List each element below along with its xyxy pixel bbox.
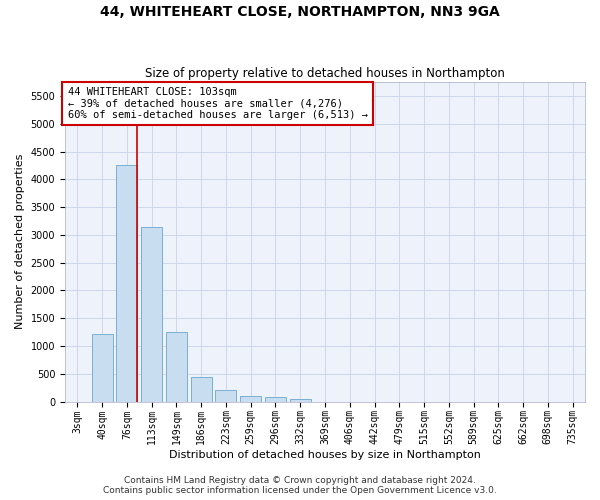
- Text: 44 WHITEHEART CLOSE: 103sqm
← 39% of detached houses are smaller (4,276)
60% of : 44 WHITEHEART CLOSE: 103sqm ← 39% of det…: [68, 87, 368, 120]
- X-axis label: Distribution of detached houses by size in Northampton: Distribution of detached houses by size …: [169, 450, 481, 460]
- Bar: [191, 376, 212, 402]
- Bar: [240, 396, 261, 402]
- Text: 44, WHITEHEART CLOSE, NORTHAMPTON, NN3 9GA: 44, WHITEHEART CLOSE, NORTHAMPTON, NN3 9…: [100, 5, 500, 19]
- Bar: [265, 398, 286, 402]
- Bar: [92, 334, 113, 402]
- Bar: [166, 332, 187, 402]
- Y-axis label: Number of detached properties: Number of detached properties: [15, 154, 25, 330]
- Bar: [290, 399, 311, 402]
- Bar: [215, 390, 236, 402]
- Text: Contains HM Land Registry data © Crown copyright and database right 2024.
Contai: Contains HM Land Registry data © Crown c…: [103, 476, 497, 495]
- Title: Size of property relative to detached houses in Northampton: Size of property relative to detached ho…: [145, 66, 505, 80]
- Bar: [116, 166, 137, 402]
- Bar: [141, 226, 162, 402]
